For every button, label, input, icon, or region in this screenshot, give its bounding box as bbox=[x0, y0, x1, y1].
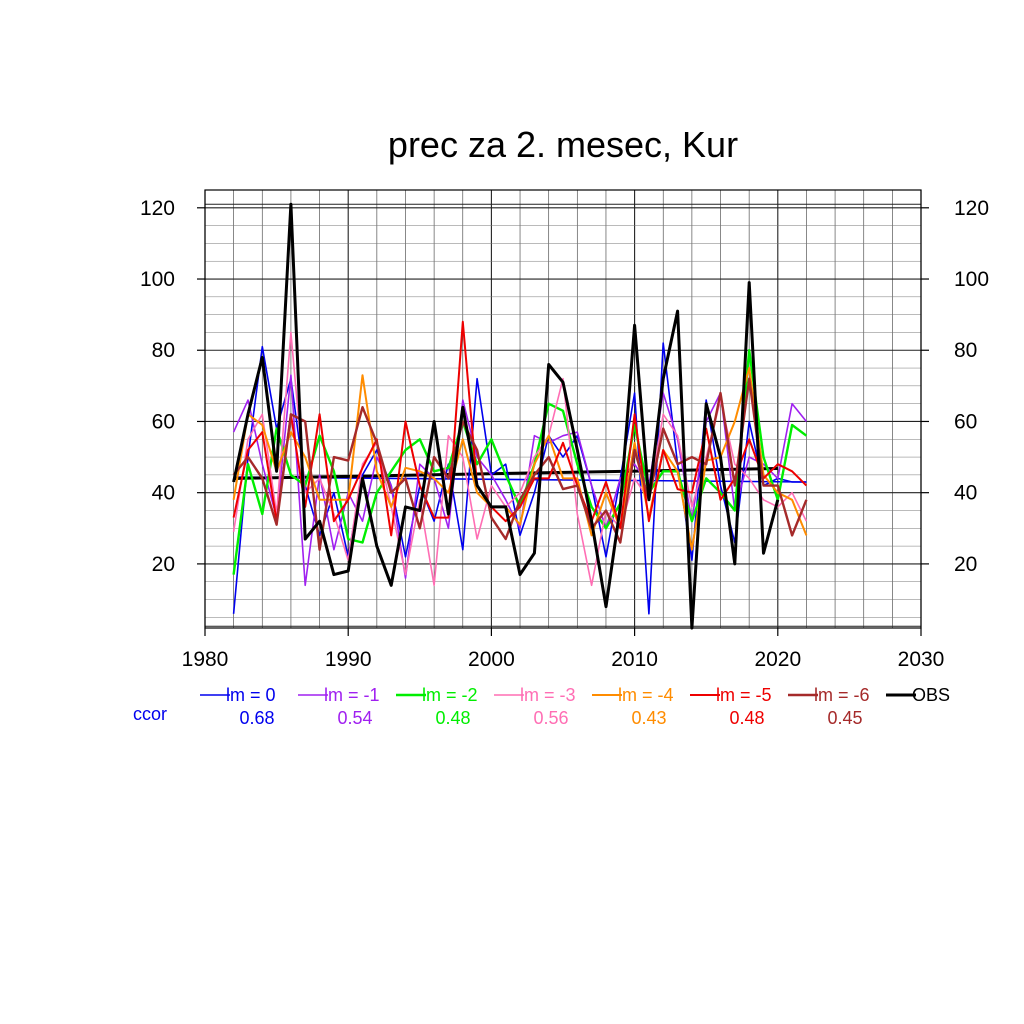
x-tick-label: 1980 bbox=[182, 648, 229, 671]
x-tick-label: 1990 bbox=[325, 648, 372, 671]
legend-entry-1: lm = -1 bbox=[324, 685, 380, 705]
y-tick-label-right: 20 bbox=[954, 553, 977, 576]
chart-title: prec za 2. mesec, Kur bbox=[388, 124, 738, 165]
legend-entry-5: lm = -5 bbox=[716, 685, 772, 705]
legend-ccor-1: 0.54 bbox=[337, 708, 372, 728]
series-line-6 bbox=[232, 377, 808, 551]
series-line-1 bbox=[232, 374, 808, 587]
legend: ccor lm = 0 0.68 lm = -1 0.54 lm = -2 0.48 lm =… bbox=[133, 685, 950, 728]
legend-ccor-0: 0.68 bbox=[239, 708, 274, 728]
y-tick-label-left: 20 bbox=[152, 553, 175, 576]
x-tick-label: 2030 bbox=[898, 648, 945, 671]
x-tick-label: 2020 bbox=[754, 648, 801, 671]
y-tick-label-left: 40 bbox=[152, 482, 175, 505]
legend-ccor-4: 0.43 bbox=[631, 708, 666, 728]
plot-frame bbox=[204, 189, 922, 629]
legend-entry-6: lm = -6 bbox=[814, 685, 870, 705]
x-tick-label: 2000 bbox=[468, 648, 515, 671]
y-tick-label-right: 100 bbox=[954, 268, 989, 291]
legend-ccor-5: 0.48 bbox=[729, 708, 764, 728]
grid-layer bbox=[204, 190, 922, 628]
y-tick-label-left: 60 bbox=[152, 410, 175, 433]
legend-entry-2: lm = -2 bbox=[422, 685, 478, 705]
y-tick-label-right: 120 bbox=[954, 197, 989, 220]
series-line-7 bbox=[232, 202, 780, 630]
legend-ccor-2: 0.48 bbox=[435, 708, 470, 728]
legend-ccor-3: 0.56 bbox=[533, 708, 568, 728]
series-line-0 bbox=[232, 342, 807, 615]
legend-entry-7: OBS bbox=[912, 685, 950, 705]
y-tick-label-right: 40 bbox=[954, 482, 977, 505]
legend-ccor-6: 0.45 bbox=[827, 708, 862, 728]
legend-entry-4: lm = -4 bbox=[618, 685, 674, 705]
y-tick-label-left: 120 bbox=[140, 197, 175, 220]
y-tick-label-right: 60 bbox=[954, 410, 977, 433]
legend-entry-0: lm = 0 bbox=[226, 685, 276, 705]
ccor-label: ccor bbox=[133, 704, 167, 724]
x-tick-label: 2010 bbox=[611, 648, 658, 671]
series-line-4 bbox=[232, 367, 808, 551]
series-layer bbox=[232, 202, 808, 630]
y-tick-label-left: 100 bbox=[140, 268, 175, 291]
y-tick-label-right: 80 bbox=[954, 339, 977, 362]
legend-entry-3: lm = -3 bbox=[520, 685, 576, 705]
y-tick-label-left: 80 bbox=[152, 339, 175, 362]
